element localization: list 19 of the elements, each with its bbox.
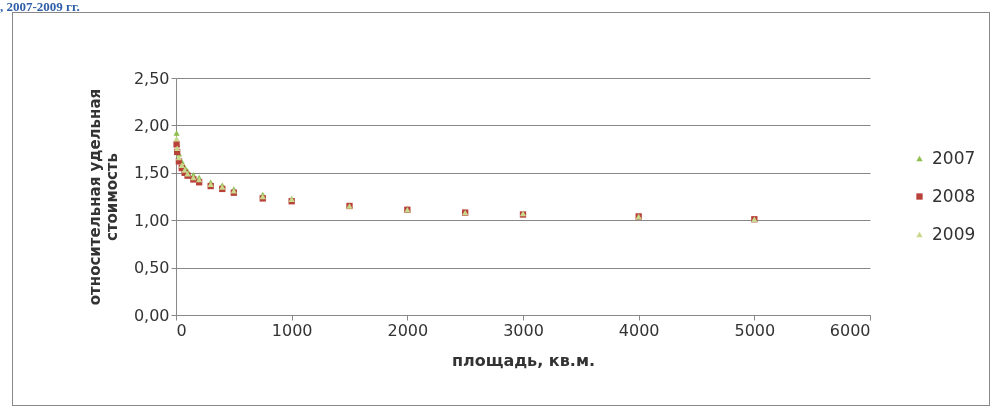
legend-label: 2009 <box>932 223 976 244</box>
x-tick-label: 0 <box>176 320 187 340</box>
y-tick-label: 2,50 <box>133 68 170 88</box>
x-tick-label: 6000 <box>829 320 871 340</box>
y-tick-label: 1,00 <box>133 210 170 230</box>
y-tick-label: 1,50 <box>133 163 170 183</box>
x-tick-label: 1000 <box>271 320 313 340</box>
y-tick-label: 0,00 <box>133 305 170 325</box>
legend-label: 2007 <box>932 147 976 168</box>
y-tick-label: 0,50 <box>133 258 170 278</box>
x-tick-label: 2000 <box>387 320 429 340</box>
x-axis-title: площадь, кв.м. <box>451 350 596 370</box>
y-tick-label: 2,00 <box>133 115 170 135</box>
y-axis-title: относительная удельная стоимость <box>85 88 121 306</box>
x-tick-label: 3000 <box>503 320 544 340</box>
text: , 2007-2009 гг. <box>0 0 80 14</box>
x-tick-label: 4000 <box>618 320 660 340</box>
x-tick-label: 5000 <box>734 320 776 340</box>
legend-label: 2008 <box>932 185 976 206</box>
